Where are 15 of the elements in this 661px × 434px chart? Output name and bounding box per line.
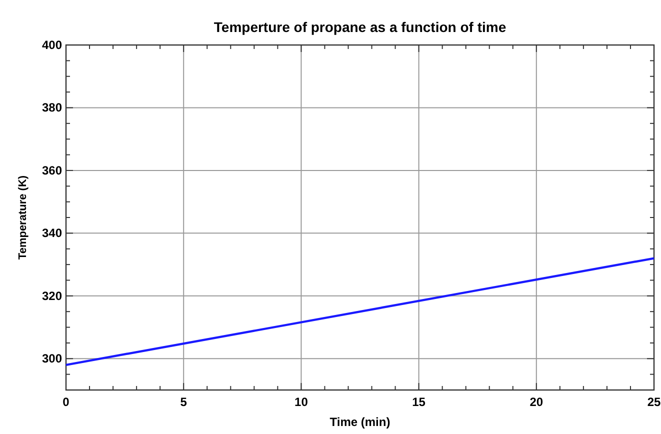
y-tick-label: 320 <box>42 288 62 303</box>
y-tick-label: 400 <box>42 38 62 52</box>
x-tick-label: 15 <box>412 395 426 409</box>
x-axis-title: Time (min) <box>330 415 390 429</box>
y-tick-label: 380 <box>42 100 62 115</box>
x-tick-label: 20 <box>530 395 544 409</box>
x-tick-label: 0 <box>62 395 70 409</box>
x-tick-label: 5 <box>180 395 188 409</box>
x-tick-label: 25 <box>647 395 661 409</box>
y-tick-label: 300 <box>42 352 62 366</box>
chart-title: Temperture of propane as a function of time <box>214 19 506 35</box>
y-axis-title: Temperature (K) <box>17 175 29 260</box>
y-tick-label: 360 <box>42 163 62 178</box>
y-tick-label: 340 <box>42 226 62 240</box>
x-tick-label: 10 <box>294 395 308 409</box>
